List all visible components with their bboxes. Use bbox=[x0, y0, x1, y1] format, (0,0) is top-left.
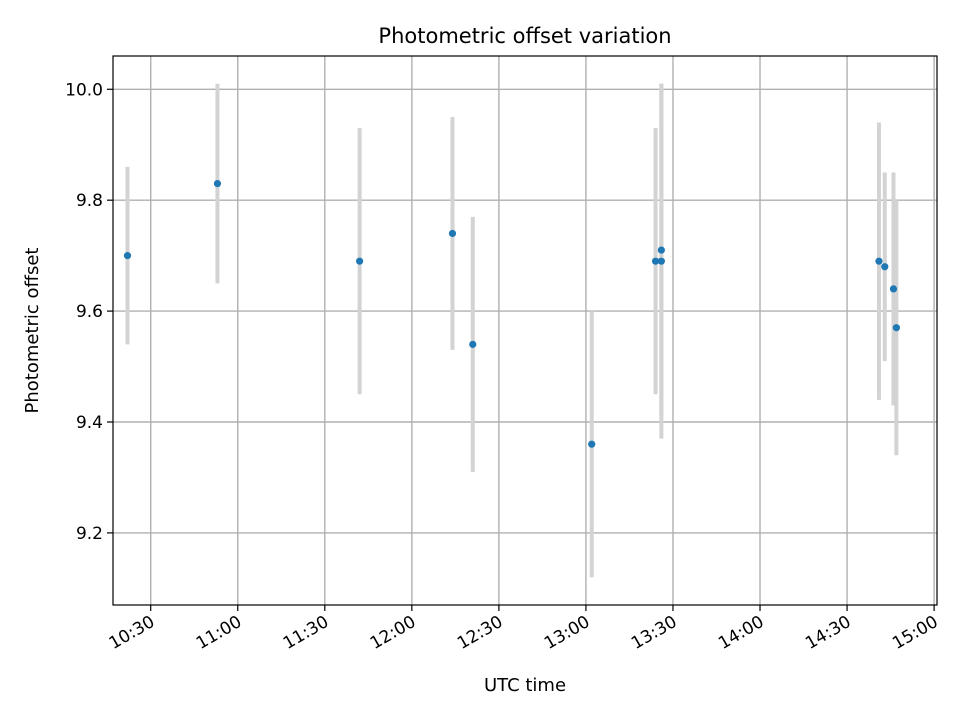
plot-frame bbox=[112, 55, 938, 606]
data-point bbox=[657, 246, 665, 254]
data-point bbox=[889, 285, 898, 293]
chart-title: Photometric offset variation bbox=[378, 24, 671, 48]
x-axis-title: UTC time bbox=[484, 675, 566, 696]
data-point bbox=[213, 179, 222, 188]
y-ticks: 9.2 9.4 9.6 9.8 10.0 bbox=[65, 80, 113, 544]
y-tick-label: 9.6 bbox=[76, 302, 103, 322]
data-point bbox=[875, 257, 883, 265]
data-point bbox=[588, 440, 596, 448]
y-tick-label: 9.4 bbox=[76, 413, 103, 433]
y-tick-label: 9.2 bbox=[76, 524, 103, 544]
data-point bbox=[448, 229, 457, 238]
y-tick-label: 10.0 bbox=[65, 80, 103, 100]
data-point bbox=[123, 252, 132, 260]
grid bbox=[113, 56, 937, 605]
data-point bbox=[881, 263, 889, 271]
y-tick-label: 9.8 bbox=[76, 191, 103, 211]
data-point bbox=[469, 340, 477, 348]
data-point bbox=[892, 324, 900, 332]
data-point bbox=[657, 257, 665, 265]
data-points bbox=[123, 179, 900, 448]
data-point bbox=[356, 257, 364, 265]
data-point bbox=[651, 257, 660, 265]
y-axis-title: Photometric offset bbox=[22, 248, 43, 414]
